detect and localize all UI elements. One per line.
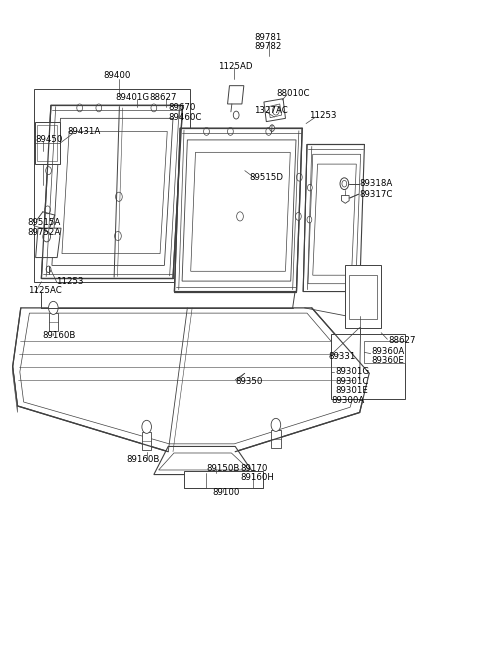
Text: 11253: 11253 [56, 277, 83, 286]
Polygon shape [303, 145, 364, 291]
Polygon shape [228, 86, 244, 104]
Circle shape [46, 167, 51, 174]
Polygon shape [174, 128, 302, 291]
Bar [184, 472, 263, 487]
Text: 1125AD: 1125AD [218, 62, 253, 71]
Circle shape [297, 174, 302, 181]
Circle shape [151, 104, 157, 112]
Circle shape [77, 104, 83, 112]
Circle shape [96, 104, 102, 112]
Polygon shape [191, 153, 290, 271]
Text: 89782: 89782 [254, 42, 282, 51]
Circle shape [273, 106, 279, 115]
Circle shape [296, 212, 301, 220]
Circle shape [233, 111, 239, 119]
Text: 89160B: 89160B [43, 331, 76, 340]
Circle shape [46, 266, 51, 272]
Circle shape [307, 216, 312, 223]
Polygon shape [341, 195, 349, 203]
Text: 88627: 88627 [149, 93, 177, 102]
Polygon shape [12, 365, 17, 413]
Bar [35, 122, 60, 164]
Text: 89460C: 89460C [168, 113, 202, 122]
Text: 89301E: 89301E [336, 386, 369, 395]
Text: 89331: 89331 [328, 352, 356, 361]
Polygon shape [20, 313, 360, 444]
Text: 89360A: 89360A [372, 347, 405, 356]
Text: 89318A: 89318A [360, 179, 393, 188]
Text: 89401G: 89401G [116, 93, 150, 102]
Circle shape [342, 180, 347, 187]
Text: 89781: 89781 [254, 33, 282, 42]
Text: 89400: 89400 [104, 71, 131, 81]
Text: 89301C: 89301C [336, 377, 369, 386]
Polygon shape [62, 132, 167, 253]
Bar [348, 274, 377, 319]
Text: 89300A: 89300A [331, 396, 364, 405]
Polygon shape [41, 105, 182, 278]
Text: 89670: 89670 [168, 103, 195, 113]
Text: 89450: 89450 [35, 136, 62, 144]
Text: 89160B: 89160B [127, 455, 160, 464]
Circle shape [204, 128, 209, 136]
Circle shape [43, 231, 50, 242]
Circle shape [45, 206, 50, 214]
Polygon shape [308, 155, 360, 284]
Text: 89100: 89100 [213, 489, 240, 497]
Bar [345, 265, 381, 328]
Text: 89515A: 89515A [27, 218, 60, 227]
Circle shape [340, 178, 348, 189]
Text: 89301G: 89301G [336, 367, 370, 377]
Circle shape [142, 421, 152, 434]
Text: 89431A: 89431A [68, 127, 101, 136]
Bar [142, 432, 152, 451]
Bar [48, 313, 58, 331]
Text: 11253: 11253 [310, 111, 337, 121]
Bar [37, 125, 57, 161]
Circle shape [228, 128, 233, 136]
Polygon shape [269, 104, 282, 118]
Circle shape [271, 419, 281, 432]
Polygon shape [154, 447, 254, 475]
Text: 89317C: 89317C [360, 190, 393, 198]
Polygon shape [182, 140, 296, 281]
Text: 89170: 89170 [240, 464, 267, 473]
Circle shape [237, 212, 243, 221]
Text: 88627: 88627 [388, 336, 416, 345]
Bar [364, 341, 405, 364]
Circle shape [266, 128, 272, 136]
Text: 89752A: 89752A [27, 227, 60, 236]
Polygon shape [12, 308, 369, 452]
Polygon shape [158, 453, 250, 470]
Text: 89515D: 89515D [250, 173, 284, 181]
Circle shape [48, 301, 58, 314]
Text: 89160H: 89160H [240, 474, 274, 482]
Polygon shape [264, 99, 286, 122]
Bar [34, 89, 190, 282]
Circle shape [270, 125, 275, 132]
Polygon shape [313, 164, 356, 275]
Circle shape [115, 231, 121, 240]
Text: 1125AC: 1125AC [28, 286, 62, 295]
Polygon shape [36, 228, 61, 257]
Text: 1327AC: 1327AC [254, 106, 288, 115]
Bar [271, 430, 281, 449]
Text: 89360E: 89360E [372, 356, 405, 365]
Bar [331, 334, 405, 400]
Circle shape [116, 192, 122, 201]
Polygon shape [52, 119, 173, 265]
Circle shape [308, 184, 312, 191]
Text: 89350: 89350 [235, 377, 263, 386]
Text: 89150B: 89150B [206, 464, 240, 473]
Text: 88010C: 88010C [276, 89, 310, 98]
